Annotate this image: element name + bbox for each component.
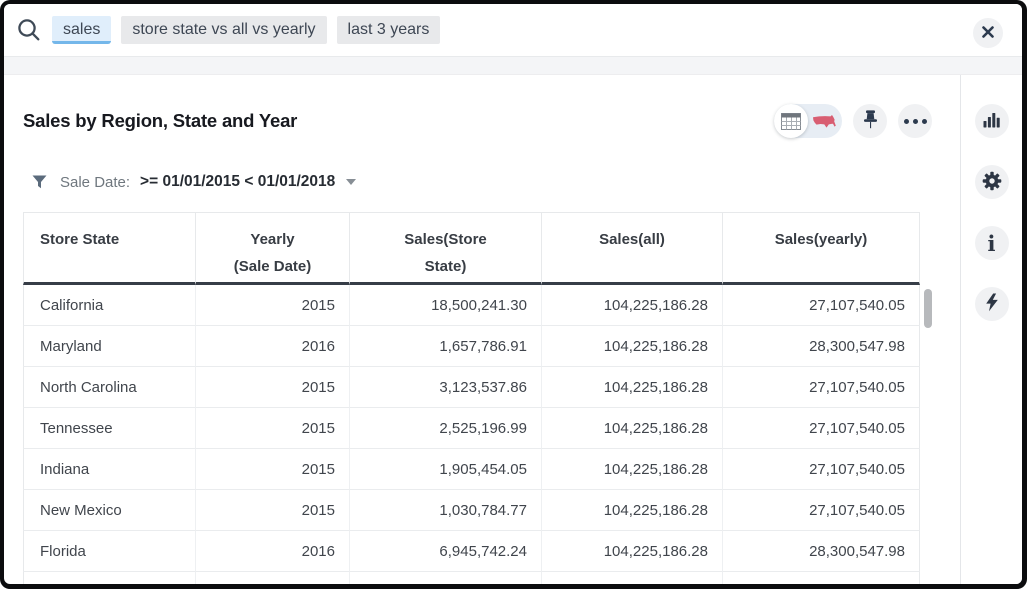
chevron-down-icon[interactable] — [346, 179, 356, 185]
more-options-button[interactable] — [898, 104, 932, 138]
table-cell[interactable]: California — [23, 285, 195, 326]
right-sidebar: i — [961, 75, 1022, 584]
table-cell[interactable]: 27,107,540.05 — [722, 449, 920, 490]
table-row[interactable]: New Mexico20151,030,784.77104,225,186.28… — [23, 490, 920, 531]
table-row[interactable]: California201518,500,241.30104,225,186.2… — [23, 285, 920, 326]
table-cell[interactable]: 104,225,186.28 — [541, 408, 722, 449]
table-body: California201518,500,241.30104,225,186.2… — [23, 285, 920, 584]
table-cell[interactable]: 104,225,186.28 — [541, 449, 722, 490]
answer-info-button[interactable]: i — [975, 226, 1009, 260]
gear-icon — [982, 171, 1002, 194]
column-header[interactable]: Sales(all) — [541, 212, 722, 285]
column-header[interactable]: Store State — [23, 212, 195, 285]
settings-button[interactable] — [975, 165, 1009, 199]
table-cell[interactable]: 27,107,540.05 — [722, 285, 920, 326]
table-cell[interactable] — [349, 572, 541, 584]
pin-icon — [863, 110, 878, 132]
table-cell[interactable] — [722, 572, 920, 584]
table-cell[interactable]: 27,107,540.05 — [722, 490, 920, 531]
table-row[interactable]: Maryland20161,657,786.91104,225,186.2828… — [23, 326, 920, 367]
table-cell[interactable]: 2015 — [195, 285, 349, 326]
filter-icon — [32, 175, 47, 189]
table-cell[interactable]: 104,225,186.28 — [541, 531, 722, 572]
table-cell[interactable]: 104,225,186.28 — [541, 326, 722, 367]
table-cell[interactable]: 28,300,547.98 — [722, 326, 920, 367]
search-token[interactable]: sales — [52, 16, 111, 44]
answer-page: sales store state vs all vs yearly last 3 … — [4, 4, 1022, 584]
search-tokens: sales store state vs all vs yearly last 3 … — [52, 16, 440, 44]
table-row[interactable]: Florida20166,945,742.24104,225,186.2828,… — [23, 531, 920, 572]
search-bar[interactable]: sales store state vs all vs yearly last 3 … — [4, 4, 1022, 57]
table-cell[interactable]: 2016 — [195, 531, 349, 572]
table-cell[interactable]: North Carolina — [23, 367, 195, 408]
table-header-row: Store StateYearly(Sale Date)Sales(Store … — [23, 212, 920, 285]
search-icon — [16, 17, 42, 43]
table-container: Store StateYearly(Sale Date)Sales(Store … — [23, 212, 929, 584]
table-cell[interactable]: 104,225,186.28 — [541, 490, 722, 531]
table-row[interactable]: Indiana20151,905,454.05104,225,186.2827,… — [23, 449, 920, 490]
search-token[interactable]: store state vs all vs yearly — [121, 16, 326, 44]
answer-header: Sales by Region, State and Year — [23, 104, 960, 138]
table-cell[interactable]: 28,300,547.98 — [722, 531, 920, 572]
table-cell[interactable]: 2015 — [195, 408, 349, 449]
table-view-icon[interactable] — [774, 104, 808, 138]
table-cell[interactable] — [541, 572, 722, 584]
table-row-partial[interactable] — [23, 572, 920, 584]
table-cell[interactable]: Maryland — [23, 326, 195, 367]
search-token[interactable]: last 3 years — [337, 16, 441, 44]
table-cell[interactable]: 1,030,784.77 — [349, 490, 541, 531]
table-cell[interactable]: 1,657,786.91 — [349, 326, 541, 367]
table-cell[interactable]: 18,500,241.30 — [349, 285, 541, 326]
table-cell[interactable]: 2016 — [195, 326, 349, 367]
table-cell[interactable]: 27,107,540.05 — [722, 367, 920, 408]
ellipsis-icon — [904, 119, 927, 124]
table-cell[interactable] — [195, 572, 349, 584]
bar-chart-icon — [983, 112, 1000, 131]
filter-label: Sale Date: — [60, 174, 130, 191]
column-header[interactable]: Sales(yearly) — [722, 212, 920, 285]
table-cell[interactable]: Florida — [23, 531, 195, 572]
info-icon: i — [988, 233, 996, 254]
insights-button[interactable] — [975, 287, 1009, 321]
lightning-bolt-icon — [985, 293, 999, 315]
table-cell[interactable]: 1,905,454.05 — [349, 449, 541, 490]
filter-row[interactable]: Sale Date: >= 01/01/2015 < 01/01/2018 — [23, 172, 960, 192]
column-header[interactable]: Yearly(Sale Date) — [195, 212, 349, 285]
close-search-button[interactable] — [973, 18, 1003, 48]
table-cell[interactable]: 104,225,186.28 — [541, 285, 722, 326]
table-row[interactable]: Tennessee20152,525,196.99104,225,186.282… — [23, 408, 920, 449]
answer-panel: Sales by Region, State and Year — [4, 75, 960, 584]
table-cell[interactable]: 2015 — [195, 449, 349, 490]
table-scrollbar-thumb[interactable] — [924, 289, 932, 328]
close-icon — [982, 26, 994, 41]
app-window: sales store state vs all vs yearly last 3 … — [0, 0, 1027, 589]
page-title: Sales by Region, State and Year — [23, 110, 774, 132]
table-row[interactable]: North Carolina20153,123,537.86104,225,18… — [23, 367, 920, 408]
table-cell[interactable] — [23, 572, 195, 584]
view-toggle[interactable] — [774, 104, 842, 138]
answer-actions — [774, 104, 932, 138]
column-header[interactable]: Sales(Store State) — [349, 212, 541, 285]
table-cell[interactable]: New Mexico — [23, 490, 195, 531]
table-cell[interactable]: Indiana — [23, 449, 195, 490]
chart-visualizations-button[interactable] — [975, 104, 1009, 138]
table-cell[interactable]: 6,945,742.24 — [349, 531, 541, 572]
page-background-strip — [4, 57, 1022, 75]
table-cell[interactable]: 27,107,540.05 — [722, 408, 920, 449]
table-cell[interactable]: 2,525,196.99 — [349, 408, 541, 449]
map-view-icon[interactable] — [808, 114, 842, 129]
filter-condition[interactable]: >= 01/01/2015 < 01/01/2018 — [140, 173, 335, 191]
pin-button[interactable] — [853, 104, 887, 138]
table-cell[interactable]: 104,225,186.28 — [541, 367, 722, 408]
table-cell[interactable]: 2015 — [195, 490, 349, 531]
table-cell[interactable]: Tennessee — [23, 408, 195, 449]
results-table: Store StateYearly(Sale Date)Sales(Store … — [23, 212, 920, 584]
table-cell[interactable]: 3,123,537.86 — [349, 367, 541, 408]
table-cell[interactable]: 2015 — [195, 367, 349, 408]
